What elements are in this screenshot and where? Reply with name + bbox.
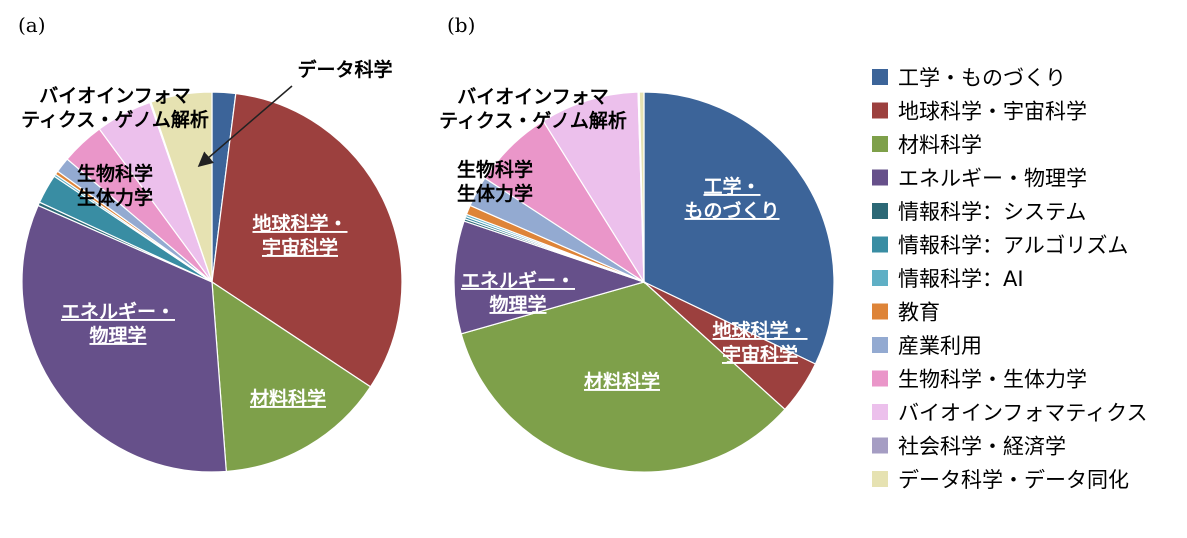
pie-slice-a-2: 材料科学: 14.5 <box>211 280 372 473</box>
legend-swatch-1 <box>872 102 888 119</box>
panel-label-b: (b) <box>447 13 475 37</box>
panel-label-a: (a) <box>18 13 46 37</box>
legend-swatch-5 <box>872 236 888 253</box>
legend-label-4: 情報科学：システム <box>898 200 1086 224</box>
legend-swatch-3 <box>872 169 888 186</box>
legend: 工学・ものづくり地球科学・宇宙科学材料科学エネルギー・物理学情報科学：システム情… <box>872 66 1147 492</box>
legend-swatch-11 <box>872 437 888 454</box>
legend-label-11: 社会科学・経済学 <box>898 435 1066 459</box>
pie-chart-b-labels: 工学・ものづくり地球科学・宇宙科学材料科学エネルギー・物理学生物科学生体力学バイ… <box>439 86 807 393</box>
pie-slice-a-1: 地球科学・宇宙科学: 32.3 <box>211 92 403 388</box>
pie-label-a-5: データ科学 <box>297 58 392 81</box>
pie-label-a-4: バイオインフォマティクス・ゲノム解析 <box>21 85 209 131</box>
legend-swatch-4 <box>872 203 888 219</box>
legend-label-1: 地球科学・宇宙科学 <box>898 100 1087 124</box>
pie-label-b-1: 地球科学・宇宙科学 <box>712 319 807 366</box>
pie-label-a-2: エネルギー・物理学 <box>61 301 175 347</box>
pie-slice-a-3: エネルギー・物理学: 32.8 <box>21 204 227 473</box>
legend-swatch-0 <box>872 69 888 85</box>
pie-slice-a-12: データ科学・データ同化: 5.2 <box>150 91 213 283</box>
legend-label-0: 工学・ものづくり <box>898 66 1066 90</box>
legend-swatch-10 <box>872 404 888 420</box>
data-science-arrow <box>197 85 293 167</box>
legend-label-5: 情報科学：アルゴリズム <box>898 234 1128 258</box>
pie-label-b-0: 工学・ものづくり <box>684 175 779 222</box>
pie-label-b-2: 材料科学 <box>584 370 660 393</box>
legend-swatch-6 <box>872 270 888 286</box>
pie-slice-b-3: エネルギー・物理学: 9.6 <box>453 220 647 335</box>
legend-swatch-12 <box>872 471 888 487</box>
pie-slice-b-12: データ科学・データ同化: 0.4 <box>638 91 645 283</box>
legend-label-8: 産業利用 <box>898 334 982 358</box>
pie-label-b-4: 生物科学生体力学 <box>457 158 533 205</box>
pie-label-b-5: バイオインフォマティクス・ゲノム解析 <box>439 86 627 132</box>
legend-label-10: バイオインフォマティクス <box>898 401 1147 425</box>
pie-chart-b: 工学・ものづくり: 32.1地球科学・宇宙科学: 4.6材料科学: 33.9エネ… <box>453 91 835 473</box>
pie-slice-b-0: 工学・ものづくり: 32.1 <box>643 91 835 365</box>
pie-label-a-1: 材料科学 <box>250 387 326 410</box>
legend-label-6: 情報科学：AI <box>898 267 1024 291</box>
legend-label-12: データ科学・データ同化 <box>898 468 1129 492</box>
legend-label-3: エネルギー・物理学 <box>898 167 1087 191</box>
pie-slice-b-10: バイオインフォマティクス: 8.4 <box>542 91 645 285</box>
legend-swatch-7 <box>872 303 888 320</box>
pie-label-a-0: 地球科学・宇宙科学 <box>252 212 347 259</box>
legend-label-7: 教育 <box>898 301 940 325</box>
pie-label-b-3: エネルギー・物理学 <box>461 270 575 316</box>
legend-swatch-8 <box>872 337 888 353</box>
legend-label-2: 材料科学 <box>898 133 982 157</box>
legend-swatch-9 <box>872 370 888 387</box>
legend-label-9: 生物科学・生体力学 <box>898 368 1087 392</box>
pie-chart-a: 工学・ものづくり: 2地球科学・宇宙科学: 32.3材料科学: 14.5エネルギ… <box>21 91 403 473</box>
legend-swatch-2 <box>872 136 888 152</box>
pie-slice-b-2: 材料科学: 33.9 <box>460 281 786 473</box>
pie-label-a-3: 生物科学生体力学 <box>77 162 153 209</box>
